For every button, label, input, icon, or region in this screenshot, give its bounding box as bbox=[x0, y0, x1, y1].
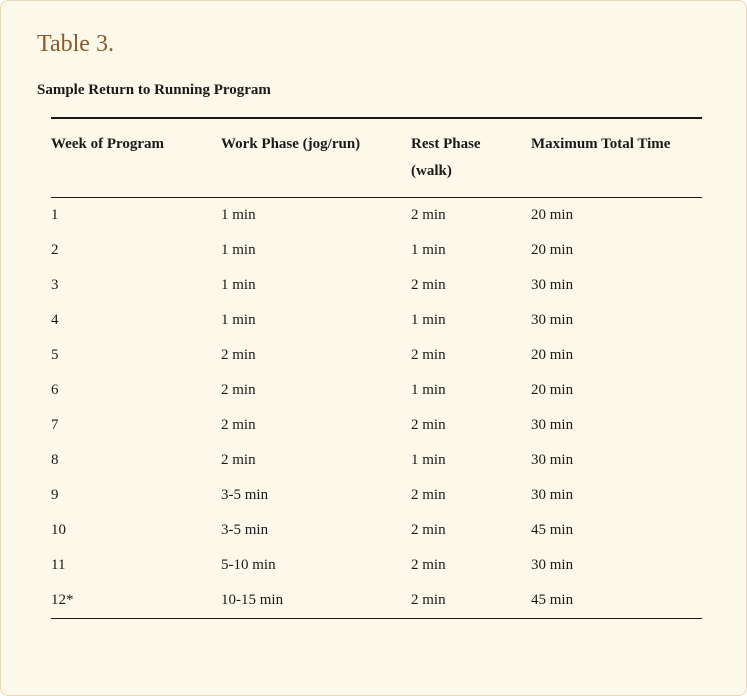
table-row: 21 min1 min20 min bbox=[51, 233, 702, 268]
table-cell: 5-10 min bbox=[221, 548, 411, 583]
table-row: 31 min2 min30 min bbox=[51, 268, 702, 303]
table-row: 93-5 min2 min30 min bbox=[51, 478, 702, 513]
col-header-week: Week of Program bbox=[51, 118, 221, 198]
table-cell: 1 min bbox=[411, 373, 531, 408]
table-row: 82 min1 min30 min bbox=[51, 443, 702, 478]
col-header-rest-line2: (walk) bbox=[411, 158, 523, 185]
table-cell: 12* bbox=[51, 583, 221, 619]
table-cell: 10 bbox=[51, 513, 221, 548]
table-cell: 1 min bbox=[221, 268, 411, 303]
table-cell: 20 min bbox=[531, 198, 702, 234]
table-row: 72 min2 min30 min bbox=[51, 408, 702, 443]
table-cell: 3-5 min bbox=[221, 478, 411, 513]
table-cell: 30 min bbox=[531, 443, 702, 478]
table-cell: 20 min bbox=[531, 233, 702, 268]
table-cell: 2 min bbox=[411, 408, 531, 443]
table-cell: 6 bbox=[51, 373, 221, 408]
table-cell: 1 min bbox=[411, 303, 531, 338]
table-cell: 2 bbox=[51, 233, 221, 268]
table-subtitle: Sample Return to Running Program bbox=[37, 82, 710, 99]
table-cell: 30 min bbox=[531, 303, 702, 338]
table-cell: 2 min bbox=[221, 373, 411, 408]
table-cell: 2 min bbox=[411, 548, 531, 583]
table-number-title: Table 3. bbox=[37, 31, 710, 58]
table-cell: 2 min bbox=[411, 583, 531, 619]
table-cell: 20 min bbox=[531, 338, 702, 373]
table-row: 11 min2 min20 min bbox=[51, 198, 702, 234]
table-cell: 2 min bbox=[221, 443, 411, 478]
table-cell: 3 bbox=[51, 268, 221, 303]
table-cell: 1 min bbox=[411, 443, 531, 478]
table-cell: 8 bbox=[51, 443, 221, 478]
table-cell: 1 min bbox=[221, 198, 411, 234]
table-cell: 2 min bbox=[411, 513, 531, 548]
table-row: 41 min1 min30 min bbox=[51, 303, 702, 338]
table-row: 62 min1 min20 min bbox=[51, 373, 702, 408]
table-cell: 4 bbox=[51, 303, 221, 338]
table-cell: 1 min bbox=[221, 233, 411, 268]
table-cell: 3-5 min bbox=[221, 513, 411, 548]
table-cell: 30 min bbox=[531, 548, 702, 583]
table-cell: 2 min bbox=[411, 198, 531, 234]
col-header-rest-line1: Rest Phase bbox=[411, 131, 523, 158]
col-header-max-time: Maximum Total Time bbox=[531, 118, 702, 198]
table-cell: 2 min bbox=[221, 408, 411, 443]
table-cell: 30 min bbox=[531, 478, 702, 513]
table-card: Table 3. Sample Return to Running Progra… bbox=[0, 0, 747, 696]
table-cell: 30 min bbox=[531, 268, 702, 303]
table-cell: 45 min bbox=[531, 583, 702, 619]
table-cell: 20 min bbox=[531, 373, 702, 408]
table-row: 12*10-15 min2 min45 min bbox=[51, 583, 702, 619]
table-cell: 2 min bbox=[411, 268, 531, 303]
table-cell: 5 bbox=[51, 338, 221, 373]
table-body: 11 min2 min20 min21 min1 min20 min31 min… bbox=[51, 198, 702, 619]
running-program-table: Week of Program Work Phase (jog/run) Res… bbox=[51, 117, 702, 619]
table-cell: 2 min bbox=[411, 338, 531, 373]
table-cell: 45 min bbox=[531, 513, 702, 548]
table-cell: 9 bbox=[51, 478, 221, 513]
table-cell: 2 min bbox=[411, 478, 531, 513]
col-header-rest-phase: Rest Phase (walk) bbox=[411, 118, 531, 198]
table-cell: 1 min bbox=[411, 233, 531, 268]
table-cell: 2 min bbox=[221, 338, 411, 373]
col-header-work-phase: Work Phase (jog/run) bbox=[221, 118, 411, 198]
table-cell: 30 min bbox=[531, 408, 702, 443]
table-container: Week of Program Work Phase (jog/run) Res… bbox=[37, 117, 710, 619]
table-cell: 11 bbox=[51, 548, 221, 583]
table-cell: 1 min bbox=[221, 303, 411, 338]
table-header-row: Week of Program Work Phase (jog/run) Res… bbox=[51, 118, 702, 198]
table-row: 103-5 min2 min45 min bbox=[51, 513, 702, 548]
table-cell: 7 bbox=[51, 408, 221, 443]
table-cell: 10-15 min bbox=[221, 583, 411, 619]
table-cell: 1 bbox=[51, 198, 221, 234]
table-row: 115-10 min2 min30 min bbox=[51, 548, 702, 583]
table-row: 52 min2 min20 min bbox=[51, 338, 702, 373]
